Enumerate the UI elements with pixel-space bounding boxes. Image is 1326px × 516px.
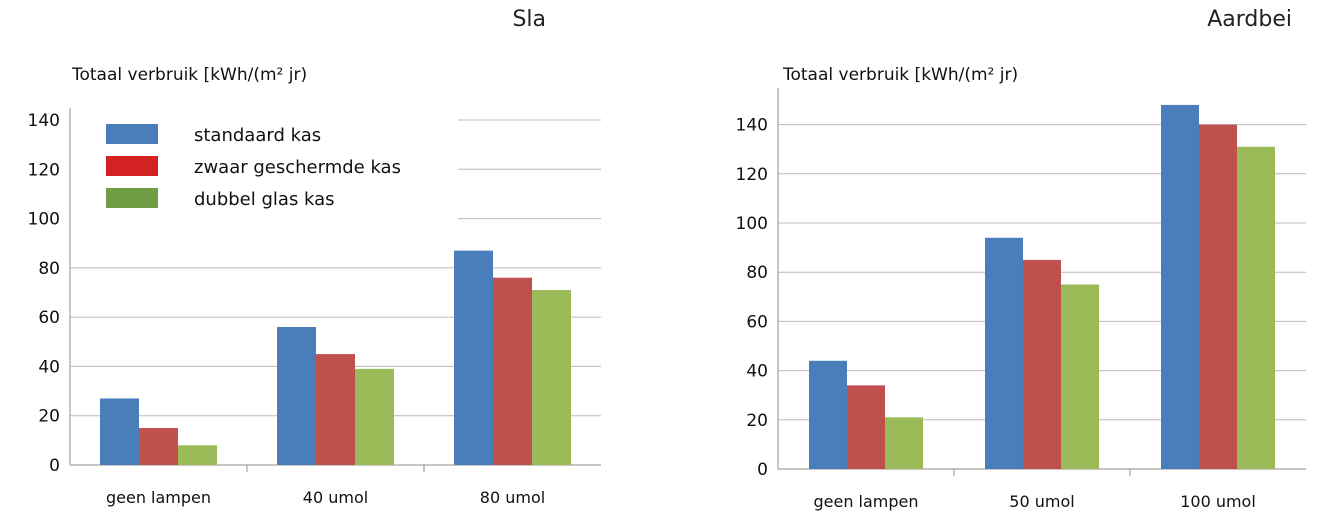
bar-geen-lampen-dubbel-glas-kas [885,417,923,469]
bar-50-umol-zwaar-geschermde-kas [1023,259,1061,469]
y-tick-label-0: 0 [49,456,60,476]
chart-aardbei-svg: Aardbei Totaal verbruik [kWh/(m² jr) 0 20 40… [736,7,1306,511]
legend-swatch-standaard-kas [106,124,158,144]
crop-title-sla: Sla [512,7,546,32]
chart-sla-svg: Sla Totaal verbruik [kWh/(m² jr) 0 20 40 60 80… [28,7,601,507]
y-tick-label-120: 120 [736,165,768,185]
x-category-label-80-umol: 80 umol [480,488,545,507]
bar-geen-lampen-dubbel-glas-kas [178,445,217,465]
bar-80-umol-standaard-kas [454,250,493,465]
bar-geen-lampen-standaard-kas [809,360,847,469]
legend-swatch-zwaar-geschermde-kas [106,156,158,176]
legend-label-standaard-kas: standaard kas [194,125,321,146]
bar-50-umol-standaard-kas [985,237,1023,469]
bar-50-umol-dubbel-glas-kas [1061,284,1099,469]
bar-40-umol-dubbel-glas-kas [355,368,394,465]
y-tick-label-140: 140 [736,116,768,136]
bar-geen-lampen-standaard-kas [100,398,139,465]
legend-label-zwaar-geschermde-kas: zwaar geschermde kas [194,157,401,178]
y-tick-label-120: 120 [28,160,60,180]
y-tick-label-60: 60 [746,312,768,332]
x-category-label-100-umol: 100 umol [1180,492,1256,511]
bar-80-umol-dubbel-glas-kas [532,290,571,465]
y-tick-label-60: 60 [38,308,60,328]
y-tick-label-20: 20 [38,407,60,427]
y-tick-label-20: 20 [746,411,768,431]
y-axis-label: Totaal verbruik [kWh/(m² jr) [782,65,1018,85]
x-category-label-40-umol: 40 umol [303,488,368,507]
y-tick-label-80: 80 [746,263,768,283]
y-tick-label-100: 100 [736,214,768,234]
chart-sla: Sla Totaal verbruik [kWh/(m² jr) 0 20 40 60 80… [28,7,601,507]
bar-100-umol-standaard-kas [1161,104,1199,470]
y-tick-label-40: 40 [38,357,60,377]
x-category-label-50-umol: 50 umol [1009,492,1074,511]
y-tick-label-0: 0 [757,460,768,480]
y-tick-label-100: 100 [28,210,60,230]
bar-100-umol-zwaar-geschermde-kas [1199,124,1237,469]
bar-100-umol-dubbel-glas-kas [1237,146,1275,470]
bar-80-umol-zwaar-geschermde-kas [493,277,532,465]
y-tick-label-140: 140 [28,111,60,131]
bar-40-umol-zwaar-geschermde-kas [316,354,355,465]
bar-40-umol-standaard-kas [277,327,316,465]
x-category-label-geen-lampen: geen lampen [106,488,211,507]
legend-swatch-dubbel-glas-kas [106,188,158,208]
y-tick-label-40: 40 [746,362,768,382]
y-tick-label-80: 80 [38,259,60,279]
chart-aardbei: Aardbei Totaal verbruik [kWh/(m² jr) 0 20 40… [663,0,1326,516]
legend-label-dubbel-glas-kas: dubbel glas kas [194,189,335,210]
crop-title-aardbei: Aardbei [1207,7,1292,32]
x-category-label-geen-lampen: geen lampen [813,492,918,511]
y-axis-label: Totaal verbruik [kWh/(m² jr) [71,65,307,85]
bar-geen-lampen-zwaar-geschermde-kas [139,428,178,465]
bar-geen-lampen-zwaar-geschermde-kas [847,385,885,469]
